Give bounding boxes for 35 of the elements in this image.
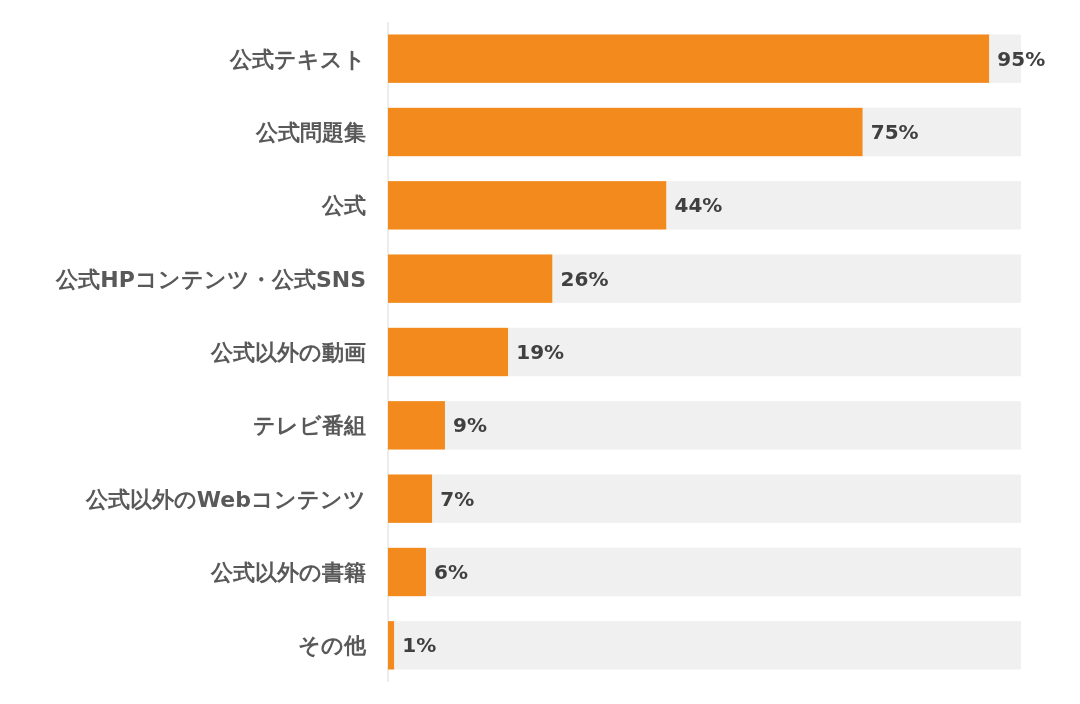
y-tick-label: その他 [298,633,367,659]
y-tick-label: 公式以外の書籍 [210,560,366,585]
bar [388,254,553,303]
bar [444,401,1021,450]
bar [388,34,990,83]
y-tick-label: 公式テキスト [229,46,366,72]
bar [666,181,1021,230]
data-label: 1% [402,633,437,658]
bar [388,547,426,597]
data-label: 9% [452,413,487,438]
data-label: 44% [674,193,723,218]
bar [862,107,1021,157]
y-tick-label: 公式問題集 [255,120,366,145]
y-tick-label: テレビ番組 [253,413,366,439]
data-label: 19% [516,340,565,364]
bar [432,474,1021,523]
bar [388,621,395,670]
data-label: 95% [997,46,1046,71]
y-tick-label: 公式HPコンテンツ・公式SNS [55,266,366,292]
bar [552,254,1021,303]
bar [508,327,1021,377]
bar [388,474,433,523]
data-label: 7% [440,486,475,511]
data-label: 26% [560,266,609,291]
y-tick-label: 公式 [321,193,366,219]
bar [388,107,863,157]
y-tick-label: 公式以外のWebコンテンツ [84,486,366,512]
bar [394,621,1021,670]
bar [388,401,445,450]
bar [388,181,667,230]
bar [388,327,509,377]
data-label: 6% [433,560,468,584]
data-label: 75% [870,120,919,144]
y-tick-label: 公式以外の動画 [210,340,366,365]
bar [425,547,1021,597]
